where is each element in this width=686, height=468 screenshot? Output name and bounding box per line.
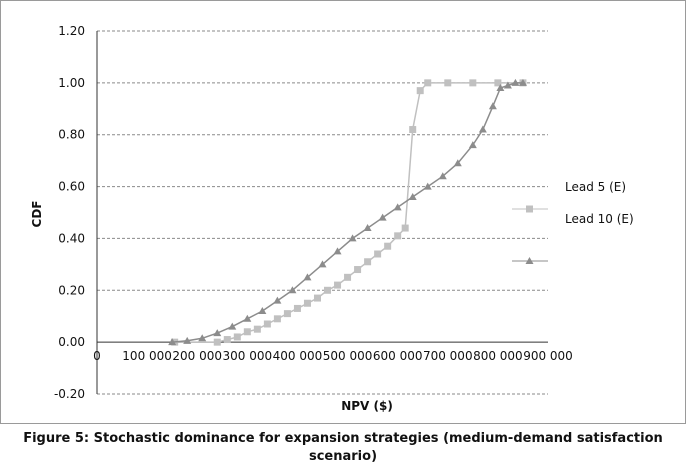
series-1-point-13 <box>334 281 342 289</box>
series-1-point-3 <box>233 333 241 341</box>
series-1-point-14 <box>344 273 352 281</box>
series-2-point-16 <box>408 192 417 200</box>
series-2-point-24 <box>503 81 512 89</box>
series-2-point-11 <box>333 247 342 255</box>
x-tick-label-0: 0 <box>93 349 101 363</box>
x-tick-label-6: 600 000 <box>373 349 423 363</box>
series-1 <box>171 79 527 346</box>
series-2-point-20 <box>468 141 477 149</box>
series-1-point-17 <box>374 250 382 258</box>
series-1-point-8 <box>283 310 291 318</box>
series-1-point-5 <box>253 325 261 333</box>
y-axis-title: CDF <box>30 201 44 228</box>
y-tick-label-2: 0.20 <box>58 283 85 297</box>
series-1-point-11 <box>313 294 321 302</box>
x-tick-label-1: 100 000 <box>122 349 172 363</box>
series-2-point-25 <box>511 78 520 86</box>
series-2-point-7 <box>273 296 282 304</box>
y-tick-label-5: 0.80 <box>58 128 85 142</box>
x-tick-label-5: 500 000 <box>323 349 373 363</box>
series-1-point-24 <box>444 79 452 87</box>
x-tick-label-3: 300 000 <box>223 349 273 363</box>
grid-lines <box>97 30 548 395</box>
series-1-line <box>174 82 523 343</box>
series-2-point-1 <box>183 336 192 344</box>
legend: Lead 5 (E) Lead 10 (E) <box>512 180 634 264</box>
series-2-line <box>172 82 523 343</box>
series-2-point-23 <box>496 84 505 92</box>
x-tick-label-2: 200 000 <box>172 349 222 363</box>
series-2-point-15 <box>393 203 402 211</box>
x-tick-label-8: 800 000 <box>473 349 523 363</box>
x-axis-title: NPV ($) <box>341 399 393 413</box>
series-1-point-4 <box>243 328 251 336</box>
series-2-point-4 <box>228 322 237 330</box>
series-2-point-10 <box>318 260 327 268</box>
y-tick-label-3: 0.40 <box>58 231 85 245</box>
series-2-point-6 <box>258 307 267 315</box>
series-1-point-25 <box>469 79 477 87</box>
series-2-point-22 <box>488 102 497 110</box>
series-1-point-15 <box>354 266 362 274</box>
series-2-point-14 <box>378 213 387 221</box>
legend-label-lead-10: Lead 10 (E) <box>565 212 634 226</box>
series-2-point-21 <box>478 125 487 133</box>
x-tick-label-9: 900 000 <box>523 349 573 363</box>
series-1-point-6 <box>263 320 271 328</box>
series-1-point-22 <box>416 87 424 95</box>
series-2-point-8 <box>288 286 297 294</box>
series-2-point-26 <box>518 78 527 86</box>
x-tick-label-7: 700 000 <box>423 349 473 363</box>
series-1-point-7 <box>273 315 281 323</box>
series-2-point-9 <box>303 273 312 281</box>
series-2-point-18 <box>438 172 447 180</box>
series-2 <box>168 78 527 346</box>
caption-line-2: scenario) <box>308 449 378 464</box>
tick-labels: -0.20 0.00 0.20 0.40 0.60 0.80 1.00 1.20 0 100 00… <box>54 24 573 401</box>
y-tick-label-4: 0.60 <box>58 180 85 194</box>
chart-frame: -0.20 0.00 0.20 0.40 0.60 0.80 1.00 1.20 0 100 00… <box>0 0 686 424</box>
series-1-point-9 <box>293 304 301 312</box>
series-2-point-13 <box>363 224 372 232</box>
series-2-point-2 <box>198 334 207 342</box>
legend-marker-lead-10 <box>525 257 534 264</box>
series-1-point-23 <box>424 79 432 87</box>
series-1-point-20 <box>401 224 409 232</box>
series-1-point-16 <box>364 258 372 266</box>
series-1-point-21 <box>409 126 417 134</box>
axes <box>96 31 548 394</box>
legend-marker-lead-5 <box>526 205 533 213</box>
series-2-point-12 <box>348 234 357 242</box>
series-2-point-3 <box>213 329 222 337</box>
legend-label-lead-5: Lead 5 (E) <box>565 180 626 194</box>
series-1-point-12 <box>324 286 332 294</box>
series-2-point-5 <box>243 314 252 322</box>
series-2-point-17 <box>423 182 432 190</box>
line-chart: -0.20 0.00 0.20 0.40 0.60 0.80 1.00 1.20 0 100 00… <box>30 24 634 413</box>
series-2-point-0 <box>168 338 177 346</box>
series-1-point-26 <box>494 79 502 87</box>
figure-caption: Figure 5: Stochastic dominance for expan… <box>0 430 686 466</box>
y-tick-label-1: 0.00 <box>58 335 85 349</box>
series-layer <box>168 78 527 346</box>
y-tick-label-6: 1.00 <box>58 76 85 90</box>
caption-line-1: Figure 5: Stochastic dominance for expan… <box>23 431 663 446</box>
series-1-point-18 <box>384 242 392 250</box>
series-1-point-19 <box>394 232 402 240</box>
series-1-point-2 <box>223 336 231 344</box>
series-2-point-19 <box>453 159 462 167</box>
series-1-point-10 <box>303 299 311 307</box>
series-1-point-1 <box>213 338 221 346</box>
x-tick-label-4: 400 000 <box>273 349 323 363</box>
y-tick-label-7: 1.20 <box>58 24 85 38</box>
y-tick-label-0: -0.20 <box>54 387 85 401</box>
